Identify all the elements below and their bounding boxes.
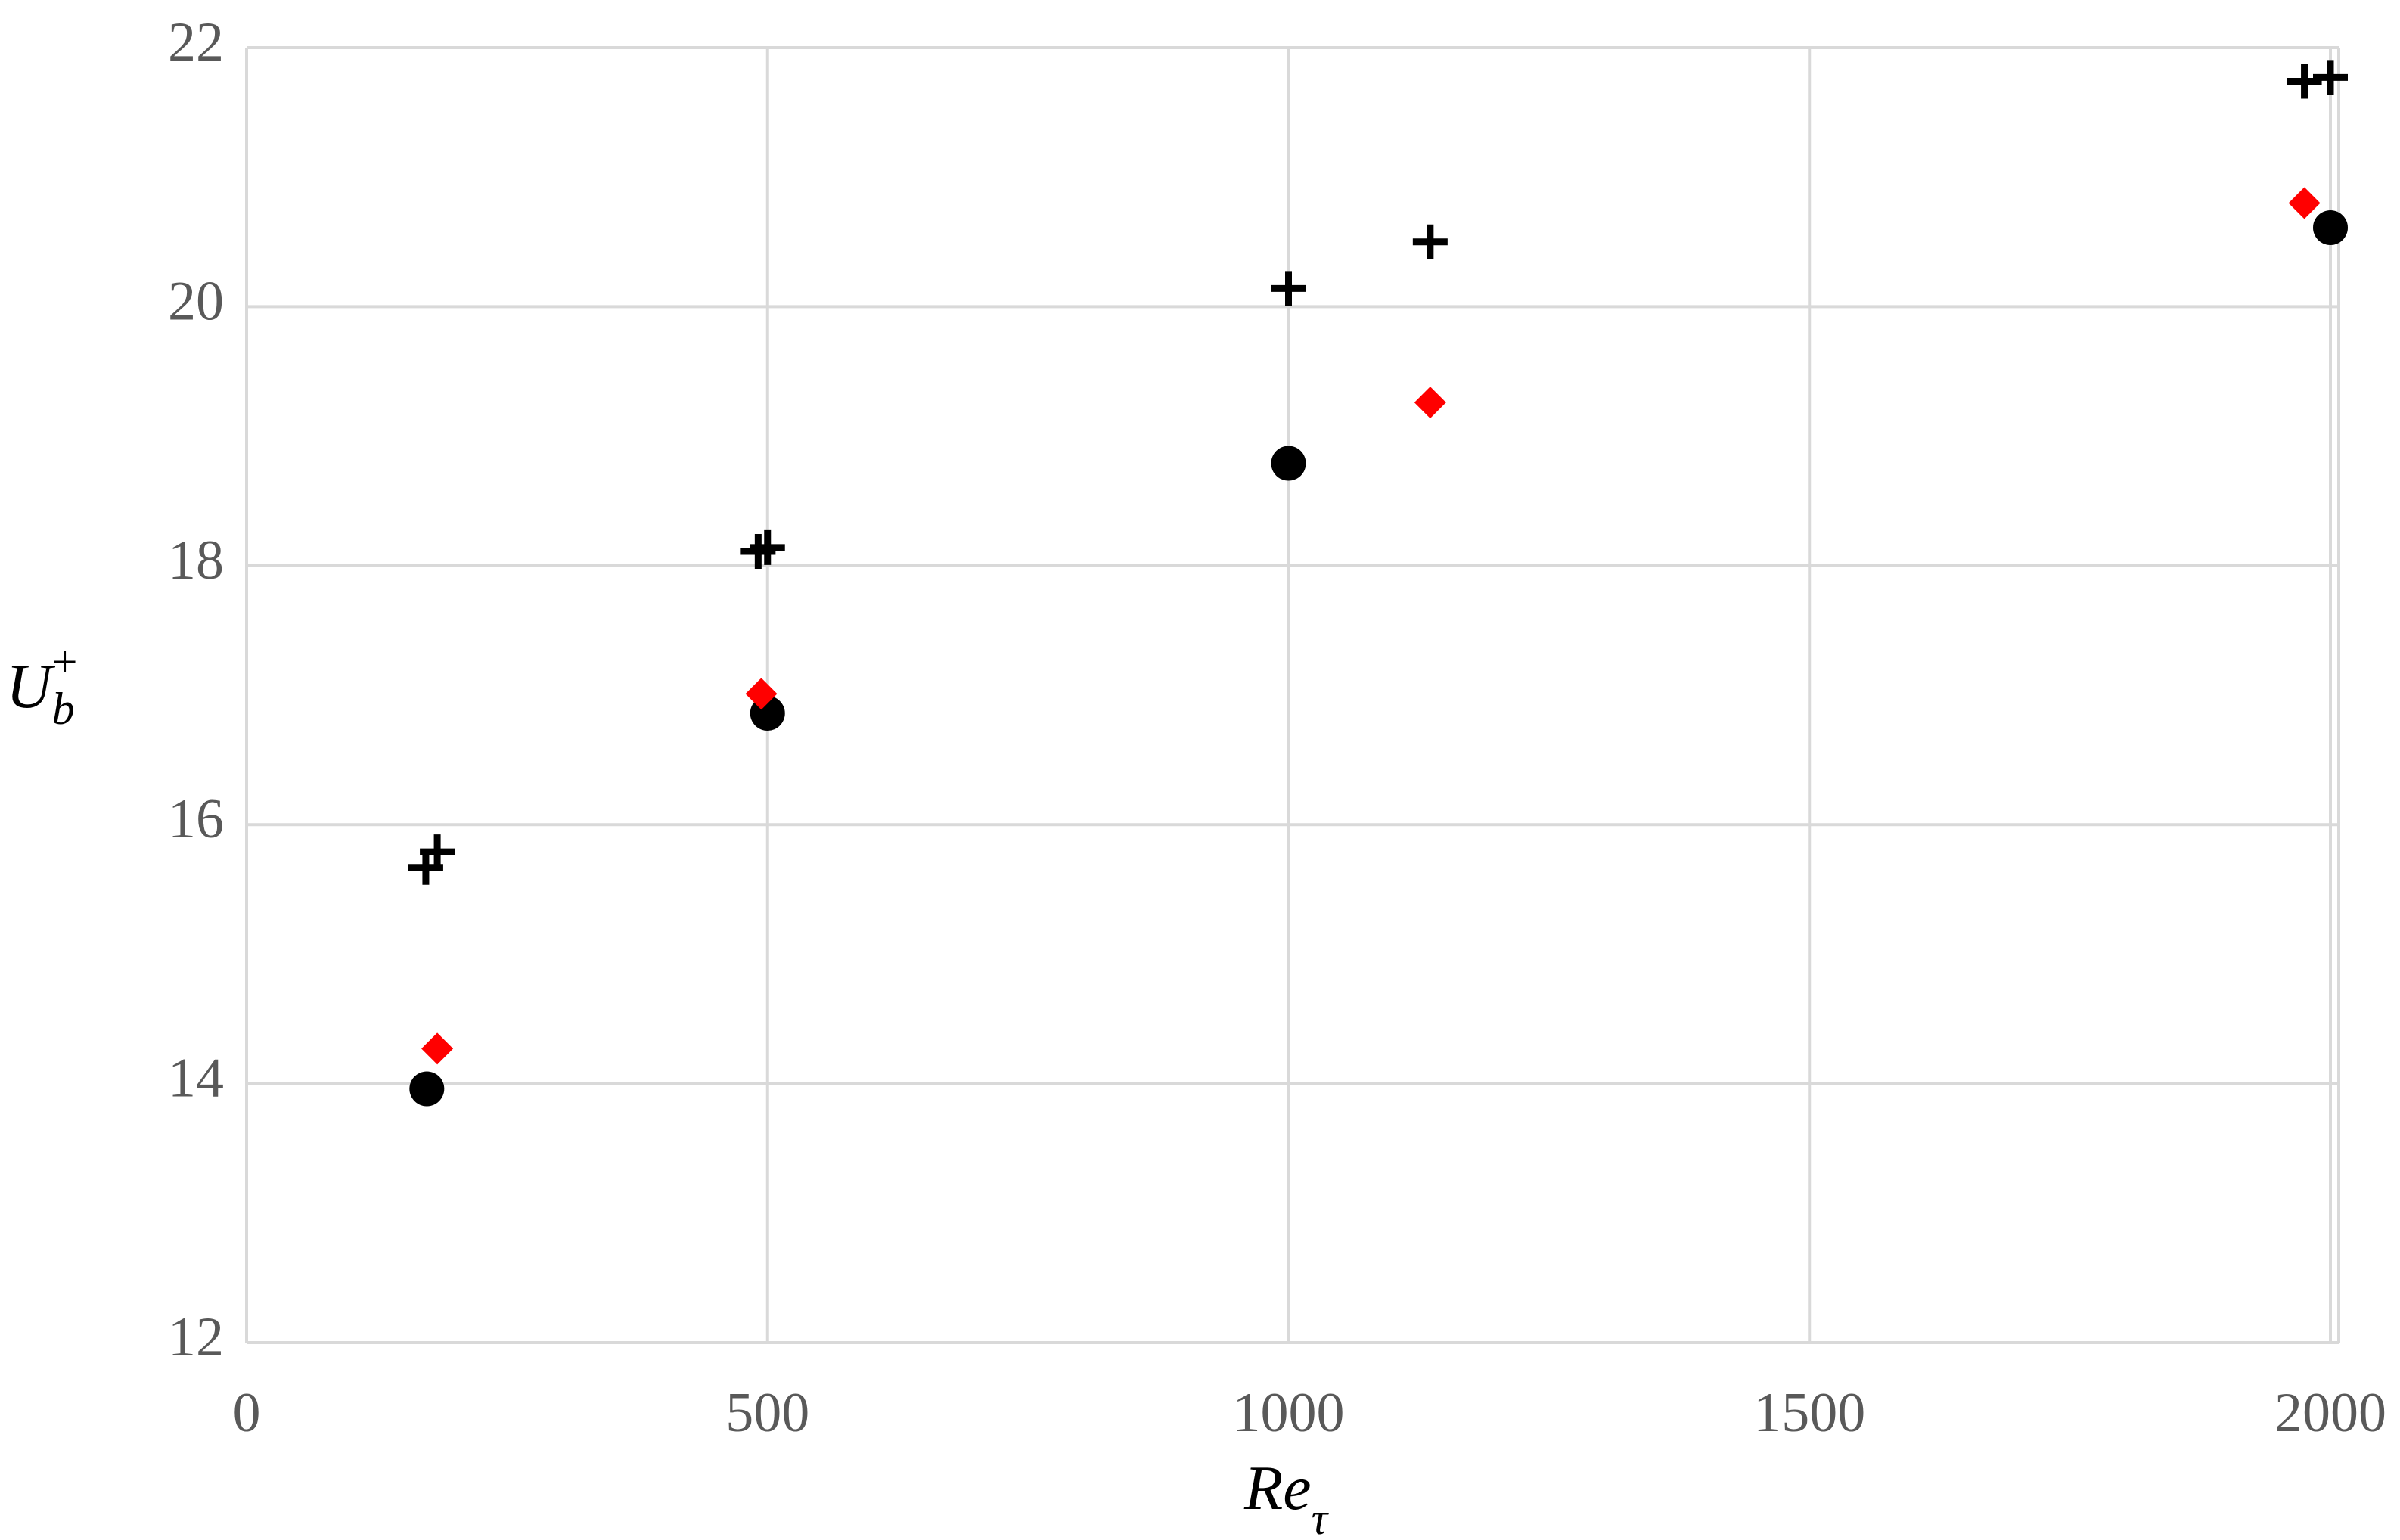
plus-marker — [750, 529, 785, 565]
y-tick-label: 12 — [168, 1306, 224, 1368]
y-tick-label: 20 — [168, 270, 224, 332]
x-tick-label: 500 — [725, 1382, 809, 1444]
y-axis-title-sub: b — [52, 684, 75, 734]
x-tick-label: 1500 — [1753, 1382, 1865, 1444]
diamond-marker — [1414, 387, 1446, 419]
x-tick-label: 1000 — [1233, 1382, 1345, 1444]
plus-marker — [2313, 60, 2348, 95]
circle-marker — [409, 1071, 445, 1107]
y-axis-title: Ub+ — [6, 637, 78, 734]
y-tick-label: 18 — [168, 529, 224, 591]
diamond-marker — [745, 678, 778, 710]
diamond-marker — [421, 1032, 454, 1065]
circle-marker — [1271, 446, 1306, 481]
y-axis-title-sup: + — [52, 637, 78, 687]
y-tick-label: 22 — [168, 11, 224, 73]
y-tick-label: 16 — [168, 788, 224, 850]
x-tick-label: 0 — [233, 1382, 261, 1444]
x-axis-title-sub: τ — [1312, 1494, 1330, 1540]
x-axis-title-base: Re — [1243, 1453, 1312, 1523]
x-tick-label: 2000 — [2274, 1382, 2386, 1444]
plus-marker — [2287, 64, 2322, 99]
circle-marker — [2313, 210, 2348, 245]
diamond-marker — [2288, 187, 2321, 219]
plus-marker — [420, 834, 455, 870]
plus-marker — [1271, 271, 1306, 306]
y-tick-label: 14 — [168, 1048, 224, 1110]
y-axis-title-base: U — [6, 651, 56, 722]
plus-marker — [1412, 224, 1448, 259]
x-axis-title: Reτ — [1243, 1453, 1330, 1540]
